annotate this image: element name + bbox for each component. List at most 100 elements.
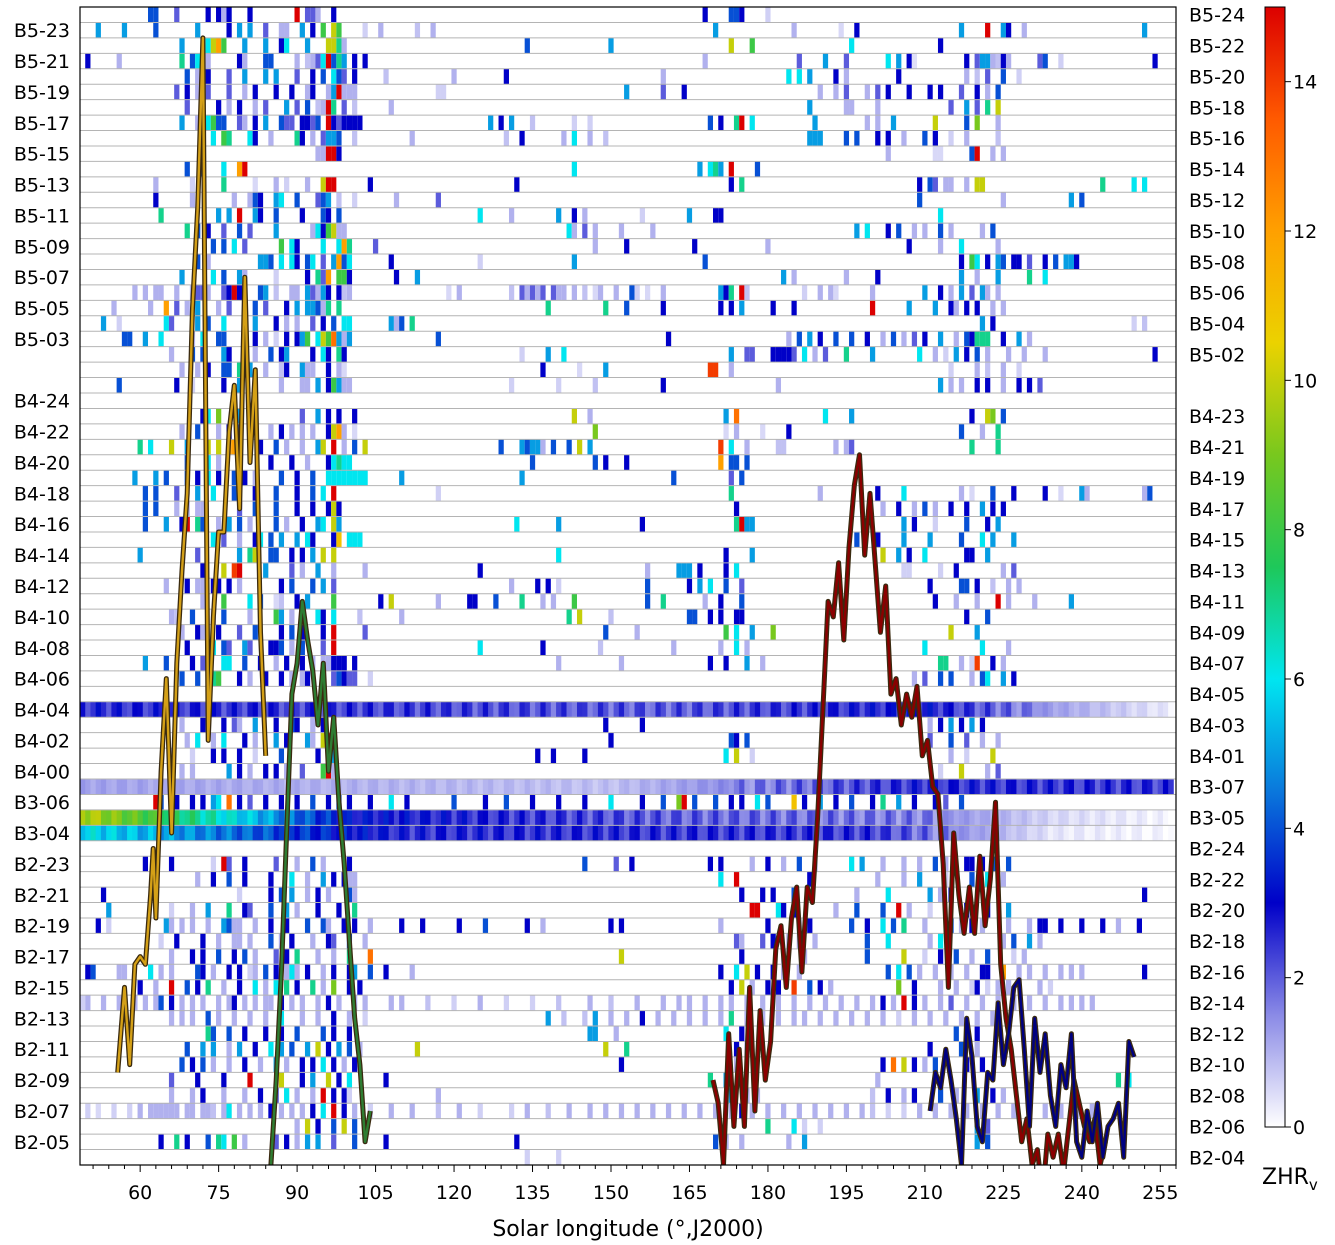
heatmap-cell [148,7,154,23]
band-cell [451,809,458,826]
heatmap-cell [158,1134,164,1150]
heatmap-cell [221,1103,227,1119]
band-cell [639,825,646,841]
row-label-right: B4-03 [1189,715,1245,737]
band-cell [801,701,808,718]
heatmap-cell [310,315,316,332]
heatmap-cell [284,732,290,749]
band-cell [618,809,625,826]
heatmap-cell [299,115,305,131]
heatmap-cell [817,1010,823,1027]
heatmap-cell [95,917,101,934]
band-cell [195,809,201,826]
heatmap-cell [718,161,724,177]
heatmap-cell [320,53,326,69]
heatmap-cell [226,7,232,23]
heatmap-cell [890,917,897,934]
heatmap-cell [1000,933,1006,949]
heatmap-cell [901,871,907,888]
heatmap-cell [320,346,326,363]
heatmap-cell [226,516,232,532]
heatmap-cell [524,1149,530,1165]
heatmap-cell [979,284,986,301]
band-cell [388,825,395,841]
heatmap-cell [749,748,755,764]
band-cell [629,779,635,795]
heatmap-cell [331,84,337,100]
band-cell [200,779,206,795]
heatmap-cell [885,1103,891,1119]
band-cell [477,809,484,826]
heatmap-cell [331,501,337,517]
heatmap-cell [1000,655,1006,671]
heatmap-cell [990,53,996,69]
band-cell [561,779,567,795]
band-cell [519,701,526,718]
heatmap-cell [435,485,441,502]
heatmap-cell [843,99,850,116]
band-cell [121,825,128,841]
band-cell [545,825,552,841]
heatmap-cell [608,995,614,1011]
heatmap-cell [901,130,907,146]
band-cell [880,825,887,841]
heatmap-cell [985,377,991,393]
band-cell [901,809,907,826]
heatmap-cell [362,470,368,486]
heatmap-cell [964,964,970,980]
heatmap-cell [1131,315,1137,332]
heatmap-cell [1005,53,1012,69]
heatmap-cell [817,284,823,301]
heatmap-cell [200,655,206,671]
heatmap-cell [221,531,227,548]
band-cell [1084,779,1091,795]
band-cell [608,809,615,826]
row-label-left: B5-03 [14,329,70,351]
heatmap-cell [325,192,332,208]
heatmap-cell [974,145,980,162]
heatmap-cell [733,640,740,656]
heatmap-cell [958,1041,965,1057]
band-cell [325,825,332,841]
heatmap-cell [692,238,698,255]
heatmap-cell [812,130,818,146]
band-cell [1084,809,1091,826]
heatmap-cell [958,22,965,38]
x-tick-label: 150 [593,1182,629,1204]
band-cell [854,809,860,826]
band-cell [1042,779,1049,795]
heatmap-cell [974,655,980,671]
x-tick-label: 75 [207,1182,231,1204]
x-tick-label: 195 [828,1182,864,1204]
heatmap-cell [964,300,970,316]
heatmap-cell [294,948,300,965]
heatmap-cell [660,995,666,1011]
heatmap-cell [618,948,625,965]
heatmap-cell [1016,377,1022,393]
heatmap-cell [508,578,515,594]
heatmap-cell [765,979,771,996]
heatmap-cell [247,609,253,625]
heatmap-cell [236,269,243,285]
heatmap-cell [331,1134,337,1150]
band-cell [828,779,834,795]
heatmap-cell [336,22,342,38]
band-cell [320,779,327,795]
heatmap-cell [148,300,154,316]
heatmap-cell [252,176,258,193]
heatmap-cell [95,1103,101,1119]
band-cell [964,825,970,841]
heatmap-cell [179,917,185,934]
heatmap-cell [739,300,745,316]
heatmap-cell [189,1087,196,1104]
band-cell [629,809,635,826]
heatmap-cell [979,315,986,332]
heatmap-cell [958,655,965,671]
heatmap-cell [603,454,609,471]
heatmap-cell [294,284,300,301]
heatmap-cell [352,53,358,69]
heatmap-cell [618,1103,625,1119]
heatmap-cell [315,284,321,301]
band-cell [917,779,923,795]
heatmap-cell [304,454,311,471]
